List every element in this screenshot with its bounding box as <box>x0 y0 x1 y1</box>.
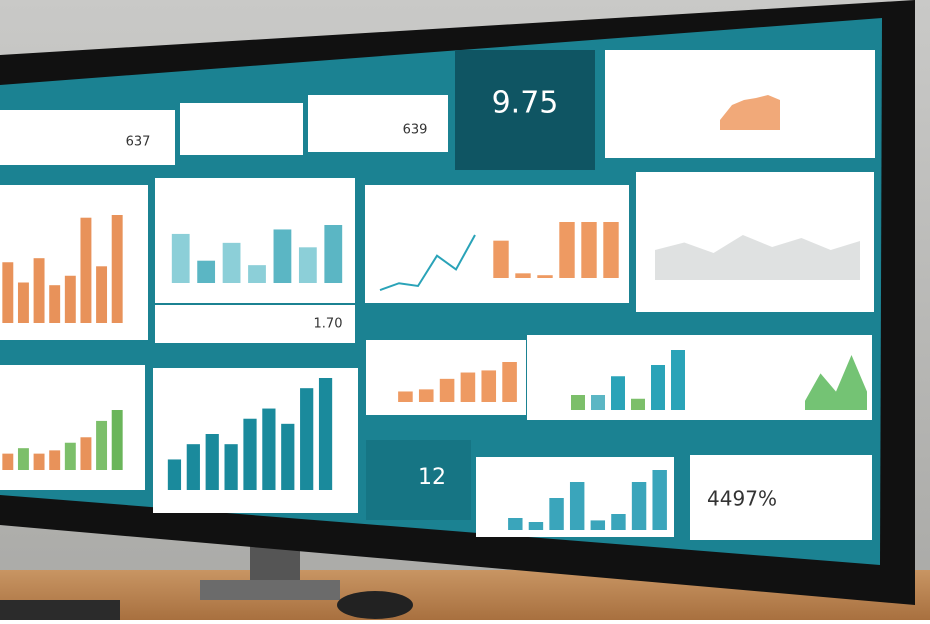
bar <box>460 372 476 402</box>
bar <box>590 520 606 530</box>
bar <box>671 350 685 410</box>
bar <box>186 444 200 490</box>
bar <box>528 522 544 530</box>
bar <box>324 225 343 283</box>
bar <box>418 389 434 402</box>
bar <box>64 275 76 323</box>
bar <box>243 418 257 490</box>
bar <box>167 459 182 490</box>
bar <box>262 408 276 490</box>
keyboard <box>0 600 120 620</box>
bar <box>300 388 314 490</box>
panel <box>366 340 526 415</box>
bar <box>611 514 626 530</box>
bar <box>96 266 108 323</box>
area <box>655 235 860 280</box>
kpi-dark-panel <box>455 50 595 170</box>
bar <box>398 391 413 402</box>
kpi-value: 637 <box>126 135 151 150</box>
bar <box>17 282 29 323</box>
stand-base <box>200 580 340 600</box>
panel <box>0 365 145 490</box>
bar <box>298 247 317 283</box>
bar <box>603 222 619 278</box>
bar <box>581 222 597 278</box>
bar <box>80 217 92 323</box>
bar <box>631 482 647 530</box>
area <box>805 355 867 410</box>
bar <box>559 222 575 278</box>
bar <box>33 258 45 323</box>
bar <box>273 229 292 283</box>
bar <box>111 215 123 323</box>
bar <box>64 442 76 470</box>
bar <box>33 453 45 470</box>
bar <box>318 378 333 490</box>
kpi-value: 1.70 <box>314 317 343 332</box>
bar <box>281 423 295 490</box>
bar <box>571 395 585 410</box>
kpi-value: 9.75 <box>492 86 559 121</box>
bar <box>49 450 61 470</box>
bar <box>197 260 216 283</box>
bar <box>96 420 108 470</box>
line <box>379 234 476 292</box>
bar <box>651 365 665 410</box>
bar <box>569 482 585 530</box>
bar <box>2 453 14 470</box>
bar <box>17 448 29 470</box>
bar <box>49 285 61 323</box>
bar <box>652 470 667 530</box>
kpi-strip <box>155 305 355 343</box>
panel <box>365 185 485 303</box>
kpi-panel <box>180 103 303 155</box>
bar <box>508 518 523 530</box>
bar <box>80 437 92 470</box>
bar <box>515 273 531 278</box>
kpi-dark-panel <box>366 440 471 520</box>
kpi-panel <box>0 110 175 165</box>
bar <box>222 242 241 283</box>
kpi-value: 4497% <box>707 487 777 511</box>
bar <box>171 233 190 283</box>
area <box>720 95 780 130</box>
bar <box>631 398 645 410</box>
bar <box>493 240 509 278</box>
bar <box>591 395 605 410</box>
bar <box>224 444 238 490</box>
bar <box>205 434 219 490</box>
bar <box>2 262 14 323</box>
mouse <box>337 591 413 619</box>
bar <box>439 378 455 402</box>
bar <box>502 362 517 402</box>
bar <box>111 410 123 470</box>
bar <box>481 370 497 402</box>
bar <box>248 265 266 283</box>
bar <box>549 498 564 530</box>
kpi-value: 639 <box>403 123 428 138</box>
kpi-panel <box>308 95 448 152</box>
bar <box>537 275 553 278</box>
kpi-panel <box>690 455 872 540</box>
bar <box>611 376 625 410</box>
kpi-value: 12 <box>418 465 446 490</box>
